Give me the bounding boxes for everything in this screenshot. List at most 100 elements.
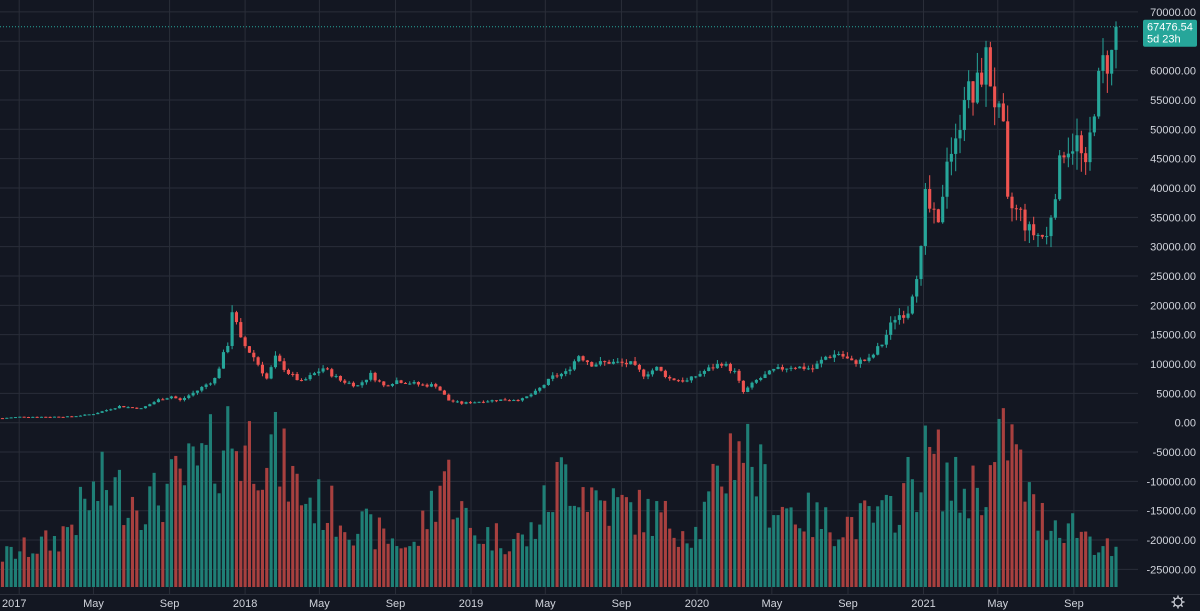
volume-bar [421, 510, 425, 587]
candle-body [611, 361, 615, 364]
candle-body [754, 379, 758, 383]
candle-body [221, 352, 226, 369]
candle-body [48, 416, 52, 418]
x-axis[interactable]: 2017 May Sep 2018 May Sep 2019 May Sep 2020 May Sep… [0, 594, 1200, 611]
volume-bar [382, 528, 386, 587]
candle-body [676, 380, 680, 382]
volume-bar [789, 507, 793, 587]
volume-bar [876, 506, 880, 587]
candle-body [78, 415, 83, 417]
volume-bar [711, 463, 715, 587]
volume-bar [455, 517, 459, 587]
volume-bar [590, 487, 594, 587]
candle-body [789, 367, 793, 369]
volume-bar [663, 500, 667, 587]
volume-bar [685, 543, 689, 587]
volume-bar [772, 515, 776, 587]
volume-bar [44, 530, 48, 587]
volume-bar [143, 524, 148, 587]
volume-bar [135, 510, 139, 587]
volume-bar [126, 517, 130, 587]
candle-body [533, 390, 537, 395]
volume-bar [776, 515, 780, 587]
candle-body [187, 395, 191, 399]
candle-body [35, 416, 39, 418]
volume-bar [9, 546, 13, 587]
volume-bar [889, 495, 893, 587]
candle-body [1097, 70, 1101, 117]
candle-body [347, 382, 351, 384]
volume-bar [278, 486, 282, 587]
candle-body [321, 368, 325, 372]
candle-body [702, 371, 706, 374]
candle-body [256, 357, 260, 365]
candle-body [351, 382, 355, 387]
volume-bar [1032, 494, 1036, 587]
volume-bar [984, 507, 988, 587]
x-tick-label: Sep [612, 598, 632, 610]
volume-bar [169, 459, 174, 587]
candle-body [763, 374, 767, 379]
volume-bar [1036, 530, 1040, 587]
volume-bar [802, 531, 806, 587]
candle-body [516, 400, 520, 402]
volume-bar [1066, 523, 1070, 587]
candle-body [529, 394, 533, 397]
candle-body [1023, 209, 1027, 231]
volume-bar [87, 510, 91, 587]
volume-bar [395, 546, 399, 587]
volume-bar [824, 507, 828, 587]
candle-body [577, 356, 581, 362]
candle-body [269, 367, 273, 379]
volume-bar [113, 477, 117, 587]
candle-body [1092, 116, 1096, 133]
volume-bar [1045, 540, 1049, 587]
candle-body [542, 384, 546, 388]
candle-body [780, 367, 784, 370]
volume-bar [416, 545, 420, 587]
candle-body [434, 384, 438, 387]
volume-bar [265, 467, 269, 587]
candle-body [928, 189, 932, 209]
candle-body [204, 384, 208, 387]
candle-body [941, 196, 945, 223]
candle-body [793, 367, 797, 369]
candle-body [113, 408, 117, 410]
volume-bar [122, 525, 126, 587]
volume-bar [698, 539, 702, 587]
volume-bar [234, 451, 239, 587]
volume-bar [620, 494, 624, 587]
candle-body [980, 72, 984, 85]
gear-icon[interactable] [1171, 595, 1185, 609]
candle-body [299, 380, 303, 382]
x-tick-label: Sep [160, 598, 180, 610]
x-tick-label: May [83, 598, 104, 610]
gear-ring [1173, 597, 1183, 607]
y-tick-label: 10000.00 [1150, 359, 1196, 371]
candle-body [1079, 135, 1083, 154]
candle-body [598, 361, 602, 365]
candle-body [685, 380, 689, 382]
candle-body [893, 319, 897, 323]
volume-bar [273, 411, 278, 587]
candle-body [1045, 236, 1049, 238]
volume-bar [130, 496, 135, 587]
volume-bar [364, 508, 368, 587]
volume-bar [325, 522, 329, 587]
volume-bar [980, 515, 984, 587]
volume-bar [542, 485, 546, 587]
candle-body [1114, 26, 1118, 50]
volume-bar [347, 539, 351, 587]
y-axis[interactable]: 70000.0065000.0060000.0055000.0050000.00… [1138, 0, 1200, 611]
candle-body [217, 368, 221, 378]
candle-body [932, 208, 936, 210]
volume-bar [793, 524, 797, 587]
volume-bar [156, 505, 161, 587]
candle-body [412, 382, 416, 384]
volume-bar [1058, 537, 1062, 587]
volume-bar [195, 465, 200, 587]
volume-bar [594, 490, 598, 587]
volume-bar [932, 453, 936, 587]
candle-body [720, 363, 724, 366]
